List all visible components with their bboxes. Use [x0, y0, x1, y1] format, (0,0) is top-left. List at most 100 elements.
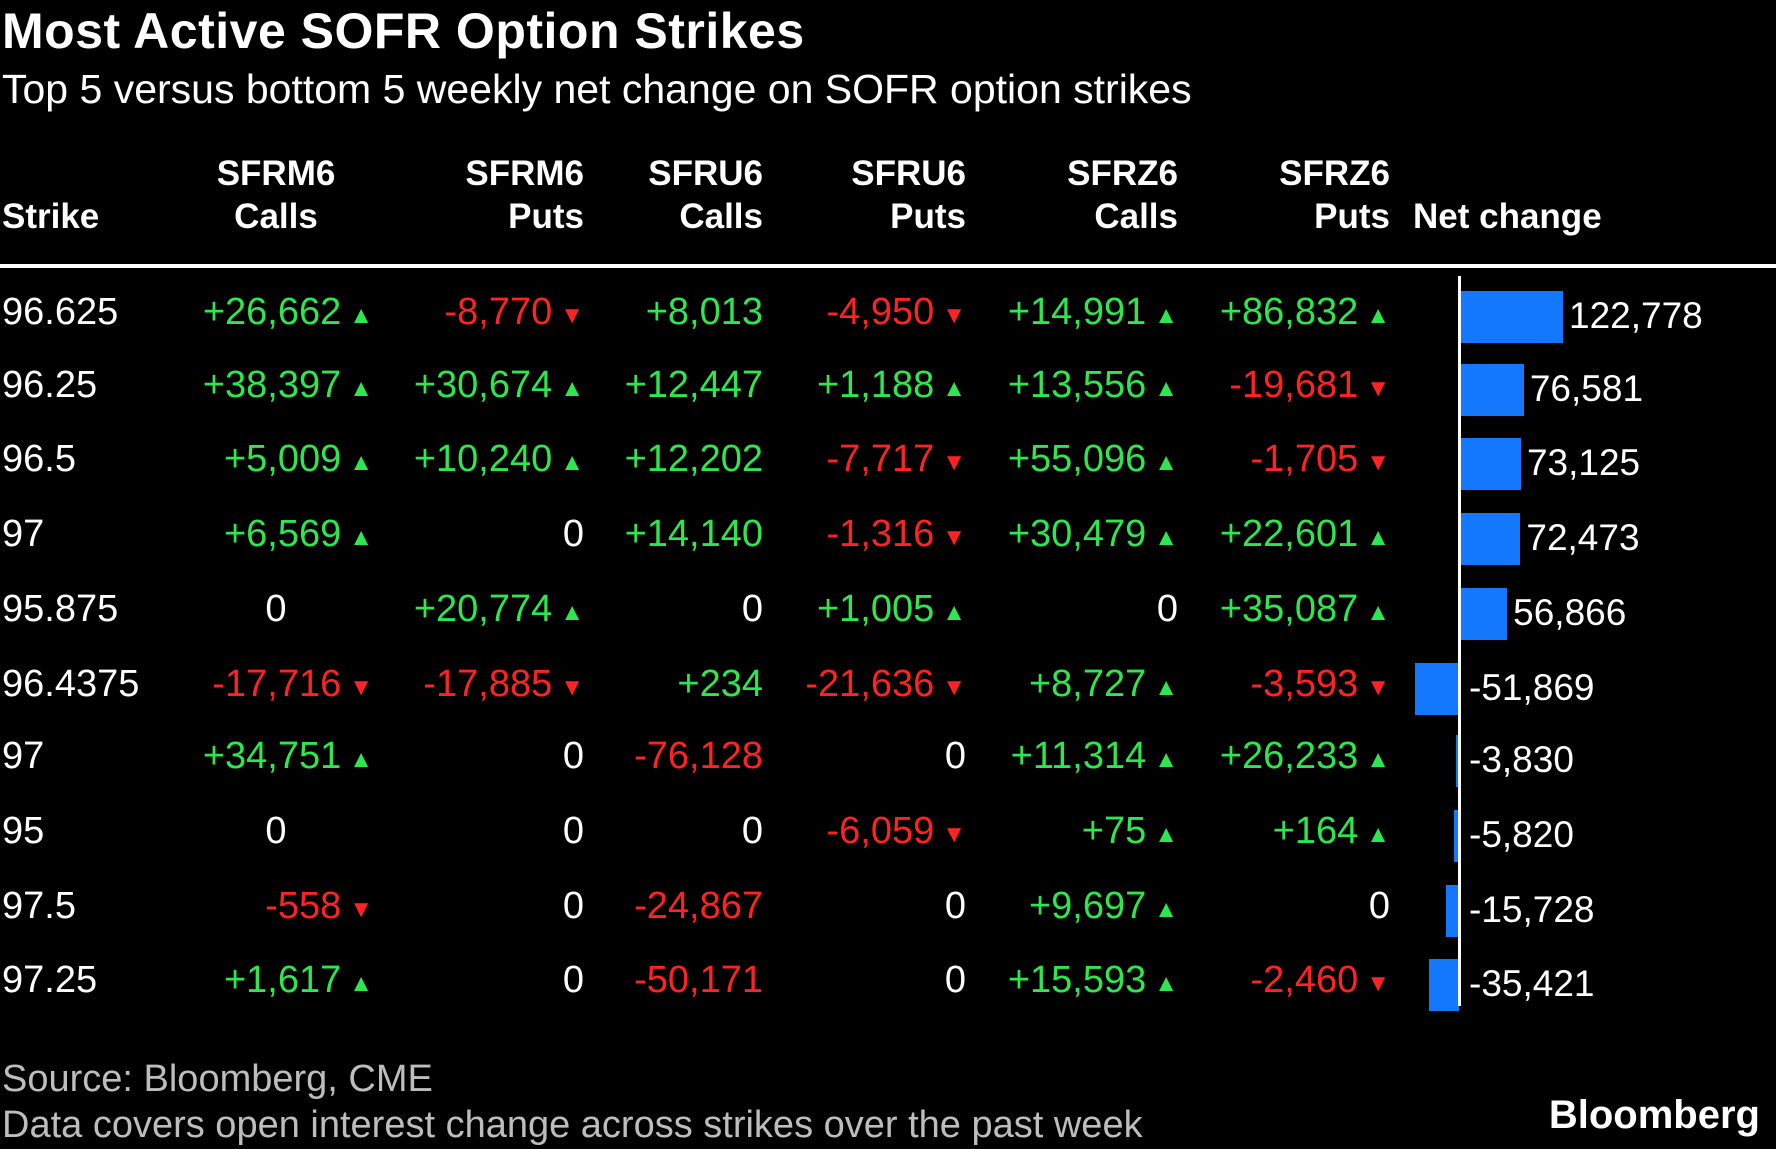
value-cell: -3,593 ▼: [1250, 663, 1390, 706]
cell-value: -21,636: [805, 663, 935, 705]
triangle-down-icon: ▼: [1366, 374, 1390, 402]
column-header-line1: SFRM6: [465, 154, 584, 193]
column-header-line2: Calls: [1094, 197, 1178, 236]
value-cell: 0: [1157, 588, 1178, 631]
table-row: 97.25 +1,617 ▲ 0 -50,171 0 +15,593 ▲ -2,460 ▼ -35,…: [0, 949, 1776, 1023]
strike-cell: 95.875: [2, 588, 119, 630]
cell-value: +1,005: [816, 588, 935, 630]
cell-value: +13,556: [1007, 364, 1147, 406]
cell-value: +75: [1081, 810, 1147, 852]
cell-value: +35,087: [1219, 588, 1359, 630]
value-cell: 0: [742, 810, 763, 853]
cell-value: -50,171: [634, 959, 763, 1001]
cell-value: +26,233: [1219, 735, 1359, 777]
cell-value: +14,140: [624, 513, 763, 555]
column-header-sfrz6-calls: SFRZ6 Calls: [1067, 152, 1178, 238]
cell-value: -1,316: [826, 513, 935, 555]
triangle-up-icon: ▲: [1366, 820, 1390, 848]
value-cell: +15,593 ▲: [1008, 959, 1178, 1002]
triangle-up-icon: ▲: [560, 448, 584, 476]
bloomberg-logo: Bloomberg: [1548, 1093, 1760, 1137]
triangle-up-icon: ▲: [1154, 673, 1178, 701]
column-header-line1: SFRU6: [648, 154, 763, 193]
value-cell: 0: [265, 810, 286, 853]
table-row: 97 +6,569 ▲ 0 +14,140 -1,316 ▼ +30,479 ▲ +22,601 ▲…: [0, 503, 1776, 577]
strike-cell: 97.25: [2, 959, 98, 1001]
cell-value: 0: [562, 959, 584, 1001]
cell-value: 0: [1156, 588, 1178, 630]
value-cell: +6,569 ▲: [224, 513, 373, 556]
cell-value: -3,593: [1250, 663, 1359, 705]
column-header-net-change: Net change: [1413, 152, 1602, 238]
column-header-strike: Strike: [2, 152, 99, 238]
triangle-down-icon: ▼: [942, 301, 966, 329]
triangle-up-icon: ▲: [1154, 374, 1178, 402]
cell-value: +164: [1272, 810, 1359, 852]
column-header-sfru6-puts: SFRU6 Puts: [851, 152, 966, 238]
value-cell: +1,617 ▲: [224, 959, 373, 1002]
column-header-sfrm6-puts: SFRM6 Puts: [465, 152, 584, 238]
triangle-up-icon: ▲: [942, 598, 966, 626]
triangle-up-icon: ▲: [349, 301, 373, 329]
table-row: 95.875 0 +20,774 ▲ 0 +1,005 ▲ 0 +35,087 ▲ 56,866: [0, 578, 1776, 652]
cell-value: 0: [265, 810, 287, 852]
table-row: 96.4375 -17,716 ▼ -17,885 ▼ +234 -21,636 ▼ +8,72…: [0, 653, 1776, 727]
cell-value: -76,128: [634, 735, 763, 777]
value-cell: +34,751 ▲: [203, 735, 373, 778]
cell-value: +38,397: [202, 364, 342, 406]
footnote: Data covers open interest change across …: [2, 1104, 1143, 1146]
column-header-line1: SFRZ6: [1067, 154, 1178, 193]
value-cell: +14,140: [625, 513, 763, 556]
cell-value: -17,885: [423, 663, 553, 705]
column-header-sfrz6-puts: SFRZ6 Puts: [1279, 152, 1390, 238]
column-header-line1: [1413, 152, 1602, 195]
value-cell: -24,867: [634, 885, 763, 928]
table-row: 96.25 +38,397 ▲ +30,674 ▲ +12,447 +1,188 ▲ +13,5…: [0, 354, 1776, 428]
net-change-bar: [1459, 438, 1521, 490]
cell-value: -1,705: [1250, 438, 1359, 480]
chart-title: Most Active SOFR Option Strikes: [2, 3, 805, 59]
column-header-line2: Calls: [234, 197, 318, 236]
source-note: Source: Bloomberg, CME: [2, 1058, 433, 1100]
value-cell: -19,681 ▼: [1229, 364, 1390, 407]
triangle-down-icon: ▼: [942, 820, 966, 848]
value-cell: +86,832 ▲: [1220, 291, 1390, 334]
cell-value: -2,460: [1250, 959, 1359, 1001]
value-cell: +38,397 ▲: [203, 364, 373, 407]
value-cell: +9,697 ▲: [1029, 885, 1178, 928]
cell-value: +8,013: [645, 291, 763, 333]
value-cell: +164 ▲: [1273, 810, 1390, 853]
triangle-up-icon: ▲: [349, 523, 373, 551]
column-header-line2: Puts: [1314, 197, 1390, 236]
triangle-down-icon: ▼: [1366, 448, 1390, 476]
triangle-up-icon: ▲: [349, 969, 373, 997]
cell-value: 0: [562, 735, 584, 777]
value-cell: +20,774 ▲: [414, 588, 584, 631]
column-header-sfru6-calls: SFRU6 Calls: [648, 152, 763, 238]
triangle-down-icon: ▼: [560, 673, 584, 701]
net-change-label: 56,866: [1513, 592, 1627, 633]
value-cell: 0: [945, 735, 966, 778]
triangle-down-icon: ▼: [349, 895, 373, 923]
column-header-line1: [2, 152, 99, 195]
net-change-label: -5,820: [1469, 814, 1574, 855]
triangle-up-icon: ▲: [1154, 895, 1178, 923]
net-change-bar: [1428, 959, 1459, 1011]
cell-value: 0: [741, 588, 763, 630]
value-cell: +35,087 ▲: [1220, 588, 1390, 631]
cell-value: 0: [265, 588, 287, 630]
triangle-down-icon: ▼: [349, 673, 373, 701]
net-change-bar: [1415, 663, 1459, 715]
value-cell: 0: [563, 885, 584, 928]
value-cell: -2,460 ▼: [1250, 959, 1390, 1002]
value-cell: -76,128: [634, 735, 763, 778]
value-cell: -558 ▼: [265, 885, 373, 928]
cell-value: +6,569: [223, 513, 342, 555]
net-change-bar: [1459, 364, 1524, 416]
column-header-line2: Net change: [1413, 197, 1602, 236]
value-cell: -17,716 ▼: [212, 663, 373, 706]
triangle-up-icon: ▲: [1154, 969, 1178, 997]
net-change-bar: [1459, 588, 1508, 640]
strike-cell: 96.5: [2, 438, 76, 480]
cell-value: +8,727: [1028, 663, 1147, 705]
